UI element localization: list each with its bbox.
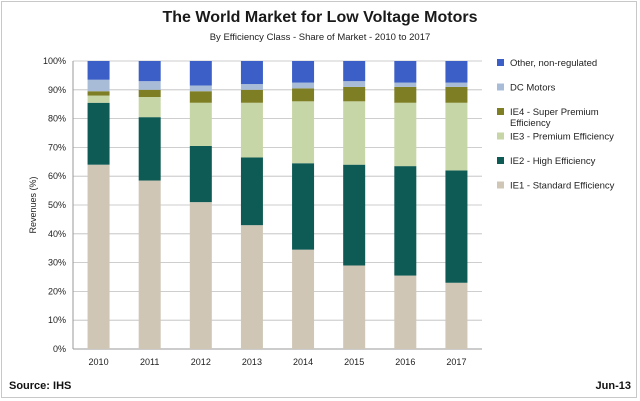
legend-swatch-other: [497, 59, 504, 66]
bar-segment-dc: [138, 81, 161, 90]
bar-segment-ie1: [138, 180, 161, 349]
bar-segment-ie1: [87, 164, 110, 349]
bar-segment-ie4: [189, 91, 212, 103]
bar-segment-ie1: [343, 265, 366, 349]
bar-segment-other: [189, 61, 212, 86]
bar-segment-ie4: [87, 91, 110, 96]
bar-segment-other: [394, 61, 417, 83]
bar-segment-dc: [292, 82, 315, 89]
y-tick-label: 50%: [48, 200, 66, 210]
bar-segment-dc: [189, 85, 212, 92]
legend-label-ie2: IE2 - High Efficiency: [510, 156, 596, 167]
bar-segment-ie3: [138, 97, 161, 118]
bar-segment-ie4: [343, 86, 366, 102]
bar-segment-ie3: [240, 102, 263, 158]
bar-segment-ie4: [240, 89, 263, 103]
bar-segment-ie2: [292, 163, 315, 250]
bar-segment-other: [87, 61, 110, 80]
bar-segment-ie1: [292, 249, 315, 349]
bar-segment-ie1: [445, 282, 468, 349]
legend-swatch-ie4: [497, 108, 504, 115]
y-axis-label: Revenues (%): [28, 176, 38, 233]
bar-segment-ie1: [189, 202, 212, 349]
bar-segment-ie3: [445, 102, 468, 171]
chart-subtitle: By Efficiency Class - Share of Market - …: [209, 32, 431, 43]
x-tick-label: 2015: [344, 357, 364, 367]
bar-segment-ie2: [394, 166, 417, 276]
y-tick-label: 0%: [53, 344, 66, 354]
legend-label-ie4: IE4 - Super Premium Efficiency: [510, 107, 599, 129]
x-tick-label: 2011: [140, 357, 159, 367]
legend-label-other: Other, non-regulated: [510, 58, 597, 69]
source-note: Source: IHS: [9, 380, 72, 392]
y-tick-label: 30%: [48, 258, 66, 268]
y-tick-label: 20%: [48, 286, 66, 296]
bar-segment-ie2: [343, 164, 366, 266]
legend-swatch-dc: [497, 83, 504, 91]
bar-segment-dc: [343, 81, 366, 87]
y-tick-label: 10%: [48, 315, 66, 325]
y-tick-label: 100%: [43, 56, 66, 66]
bar-segment-dc: [445, 82, 468, 87]
y-tick-label: 60%: [48, 171, 66, 181]
bar-segment-ie3: [394, 102, 417, 167]
legend-swatch-ie1: [497, 181, 504, 189]
bar-segment-ie4: [138, 89, 161, 97]
chart-title: The World Market for Low Voltage Motors: [162, 9, 478, 26]
y-tick-label: 90%: [48, 85, 66, 95]
bar-segment-ie4: [292, 88, 315, 102]
bar-segment-ie4: [394, 86, 417, 103]
bar-segment-other: [445, 61, 468, 83]
date-note: Jun-13: [595, 380, 631, 392]
legend-swatch-ie2: [497, 157, 504, 164]
legend-swatch-ie3: [497, 132, 504, 140]
bar-segment-dc: [394, 82, 417, 87]
bar-segment-ie2: [445, 170, 468, 283]
bar-segment-ie1: [240, 225, 263, 349]
y-tick-label: 40%: [48, 229, 66, 239]
bar-segment-ie2: [138, 117, 161, 181]
bar-segment-ie3: [343, 101, 366, 165]
x-tick-label: 2010: [89, 357, 109, 367]
legend-label-ie3: IE3 - Premium Efficiency: [510, 132, 614, 143]
y-tick-label: 70%: [48, 142, 66, 152]
x-tick-label: 2014: [293, 357, 313, 367]
bar-segment-dc: [87, 79, 110, 92]
bar-segment-ie2: [240, 157, 263, 226]
bar-segment-other: [138, 61, 161, 82]
bar-segment-ie4: [445, 86, 468, 103]
x-tick-label: 2017: [446, 357, 466, 367]
x-tick-label: 2016: [395, 357, 415, 367]
bar-segment-ie3: [87, 95, 110, 103]
bar-segment-dc: [240, 84, 263, 90]
legend-label-dc: DC Motors: [510, 83, 556, 94]
bar-segment-other: [292, 61, 315, 83]
bar-segment-other: [240, 61, 263, 85]
bar-segment-ie3: [189, 102, 212, 146]
bar-segment-other: [343, 61, 366, 82]
bar-segment-ie1: [394, 275, 417, 349]
x-tick-label: 2013: [242, 357, 262, 367]
y-tick-label: 80%: [48, 114, 66, 124]
bar-segment-ie2: [189, 145, 212, 203]
x-tick-label: 2012: [191, 357, 211, 367]
bar-segment-ie2: [87, 102, 110, 165]
legend-label-ie1: IE1 - Standard Efficiency: [510, 181, 615, 192]
bar-segment-ie3: [292, 101, 315, 164]
